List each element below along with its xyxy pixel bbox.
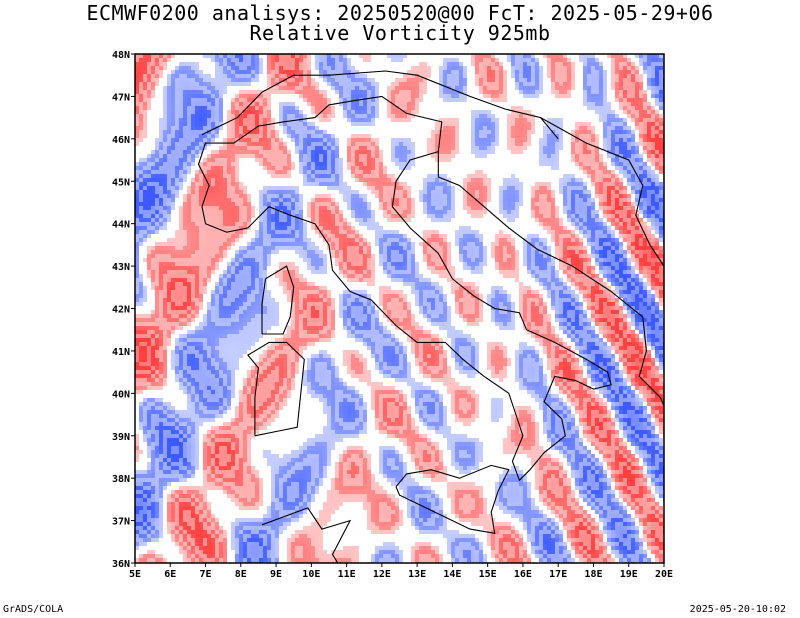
lat-tick-label: 47N — [112, 92, 130, 103]
lon-tick-label: 6E — [164, 569, 176, 580]
lon-tick-label: 12E — [373, 569, 391, 580]
lat-tick-label: 36N — [112, 559, 130, 570]
lat-tick-label: 43N — [112, 262, 130, 273]
lat-tick-label: 46N — [112, 135, 130, 146]
lon-tick-label: 11E — [338, 569, 356, 580]
lon-tick-label: 19E — [620, 569, 638, 580]
lat-tick-label: 42N — [112, 305, 130, 316]
lat-tick-label: 37N — [112, 517, 130, 528]
lon-tick-label: 20E — [655, 569, 673, 580]
coastline-segment — [261, 507, 352, 563]
lon-tick-label: 5E — [129, 569, 141, 580]
coastline-segment — [201, 70, 559, 140]
map-subtitle: Relative Vorticity 925mb — [249, 21, 551, 45]
lon-tick-label: 17E — [549, 569, 567, 580]
lon-tick-label: 14E — [443, 569, 461, 580]
lon-tick-label: 10E — [302, 569, 320, 580]
coastline-segment — [261, 265, 295, 335]
lat-tick-label: 45N — [112, 177, 130, 188]
lon-tick-label: 18E — [584, 569, 602, 580]
coastline-segment — [395, 464, 510, 534]
lon-tick-label: 9E — [270, 569, 282, 580]
lon-tick-label: 7E — [200, 569, 212, 580]
lat-tick-label: 48N — [112, 50, 130, 61]
map-title: ECMWF0200 analisys: 20250520@00 FcT: 202… — [86, 1, 714, 25]
lat-tick-label: 39N — [112, 432, 130, 443]
coastline — [197, 70, 664, 563]
lon-tick-label: 8E — [235, 569, 247, 580]
latitude-axis: 36N 37N 38N 39N 40N 41N 42N 43N 44N 45N 46N 47N 48N — [112, 50, 135, 570]
lat-tick-label: 44N — [112, 220, 130, 231]
lon-tick-label: 15E — [479, 569, 497, 580]
footer-timestamp: 2025-05-20-10:02 — [689, 604, 786, 615]
lat-tick-label: 40N — [112, 389, 130, 400]
longitude-axis: 5E 6E 7E 8E 9E 10E 11E 12E 13E 14E 15E 16E 17E 18E 19E… — [129, 563, 673, 580]
lat-tick-label: 41N — [112, 347, 130, 358]
coastline-segment — [247, 341, 305, 437]
lat-tick-label: 38N — [112, 474, 130, 485]
footer-credit: GrADS/COLA — [3, 604, 64, 615]
lon-tick-label: 13E — [408, 569, 426, 580]
coastline-segment — [437, 151, 664, 407]
vorticity-field — [135, 54, 664, 563]
coastline-segment — [197, 95, 612, 482]
coastline-segment — [540, 117, 664, 267]
lon-tick-label: 16E — [514, 569, 532, 580]
